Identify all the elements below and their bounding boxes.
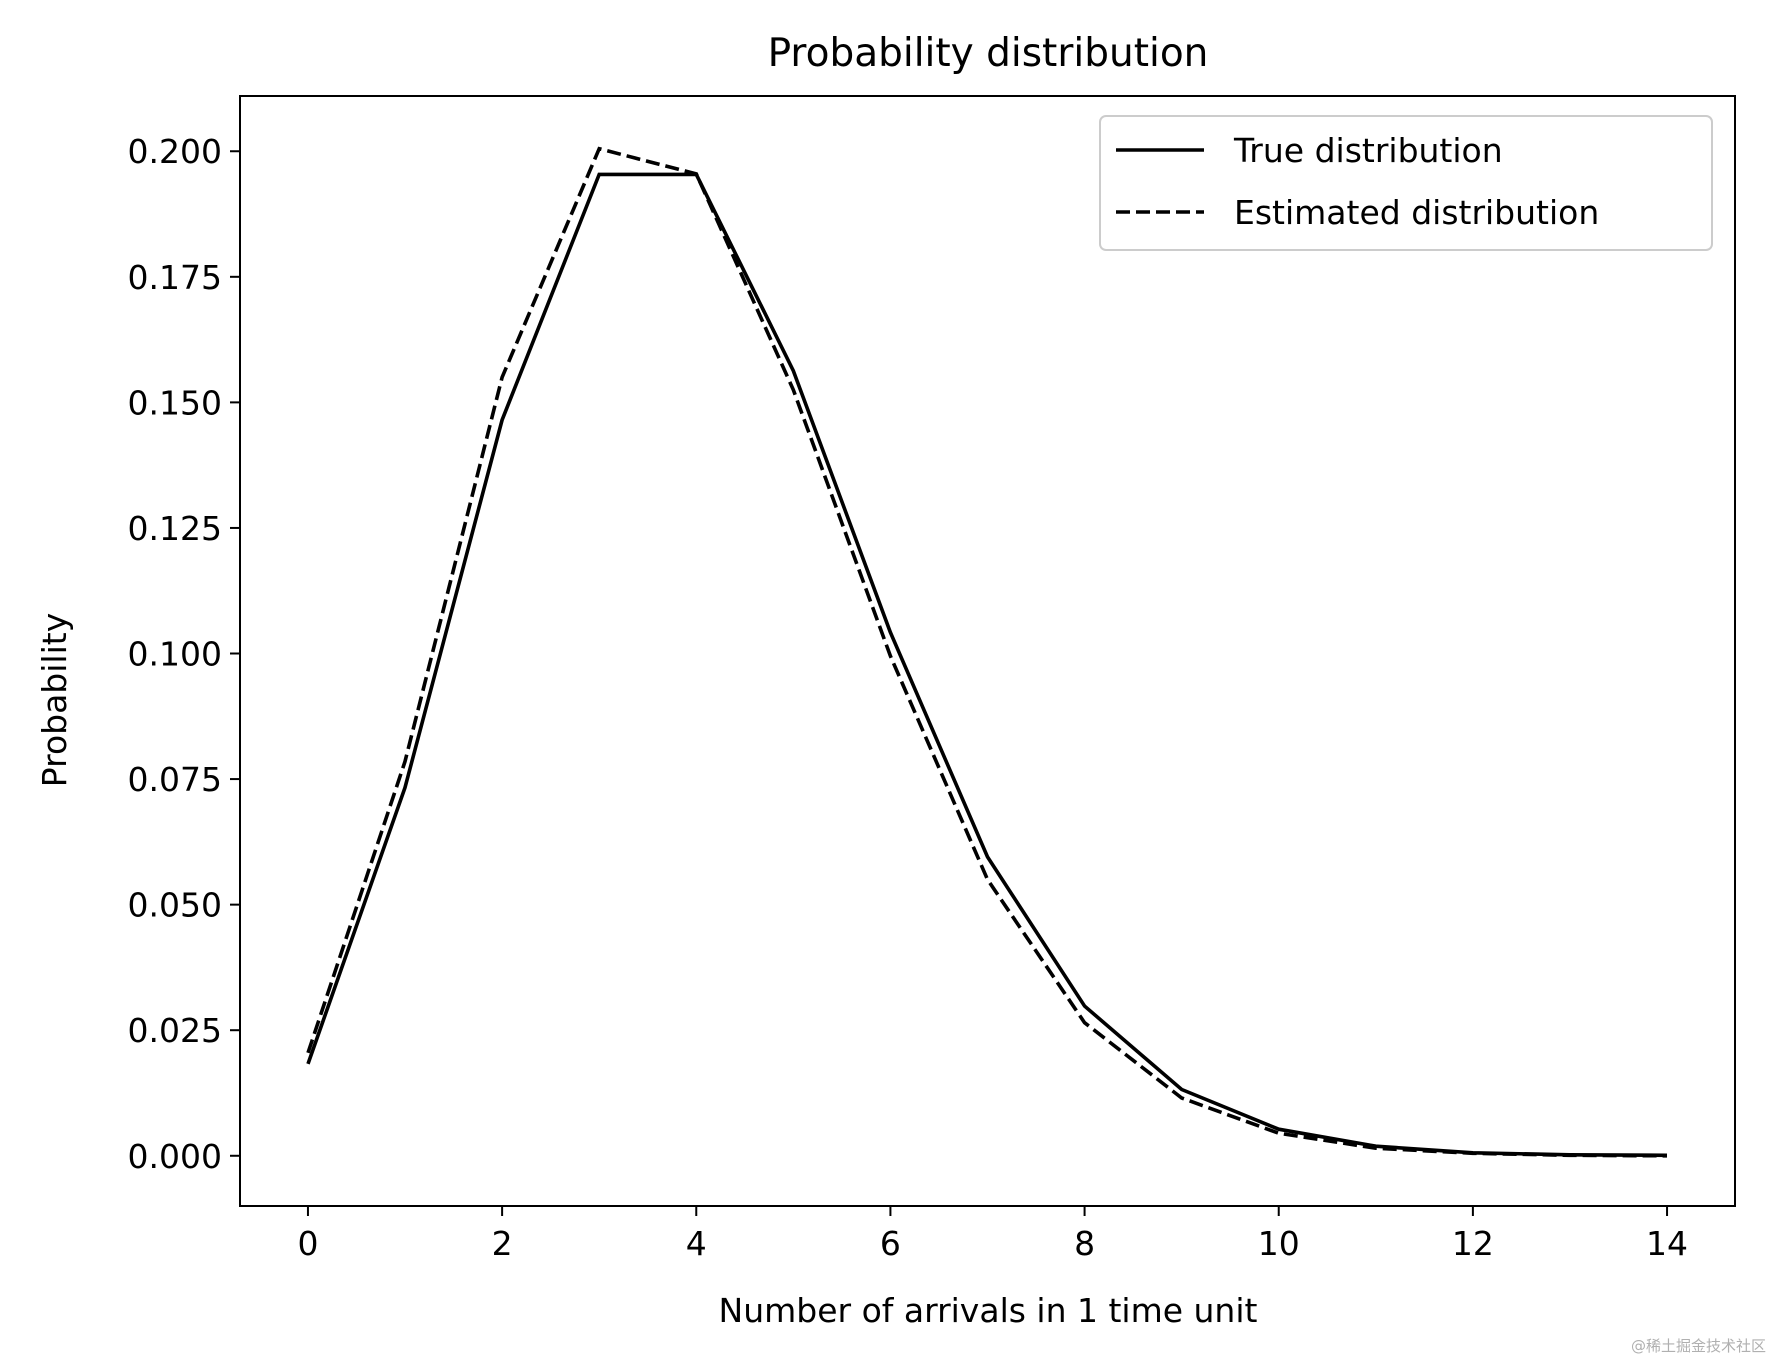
y-tick-label: 0.050 xyxy=(128,886,222,925)
y-tick-label: 0.125 xyxy=(128,509,222,548)
x-tick-label: 0 xyxy=(297,1224,318,1263)
x-tick-label: 6 xyxy=(880,1224,901,1263)
y-axis-label: Probability xyxy=(35,613,74,787)
x-tick-label: 4 xyxy=(686,1224,707,1263)
axes-frame xyxy=(239,95,1736,1207)
legend-label: Estimated distribution xyxy=(1234,193,1599,232)
legend-label: True distribution xyxy=(1233,131,1503,170)
x-tick-label: 14 xyxy=(1646,1224,1688,1263)
watermark: @稀土掘金技术社区 xyxy=(1630,1337,1766,1355)
plot-area: 0 2 4 6 8 10 12 14 0.000 0.025 0.050 0.075 0.100 0.12… xyxy=(128,95,1736,1263)
y-tick-label: 0.075 xyxy=(128,760,222,799)
x-axis-label: Number of arrivals in 1 time unit xyxy=(719,1291,1258,1330)
y-tick-label: 0.100 xyxy=(128,635,222,674)
y-tick-label: 0.150 xyxy=(128,383,222,422)
series-line-true xyxy=(306,172,1668,1158)
x-tick-label: 8 xyxy=(1074,1224,1095,1263)
y-tick-label: 0.175 xyxy=(128,258,222,297)
y-tick-label: 0.000 xyxy=(128,1137,222,1176)
y-tick-label: 0.200 xyxy=(128,132,222,171)
legend-box xyxy=(1099,115,1713,251)
x-tick-label: 12 xyxy=(1452,1224,1494,1263)
x-tick-label: 10 xyxy=(1258,1224,1300,1263)
x-tick-label: 2 xyxy=(492,1224,513,1263)
chart-title: Probability distribution xyxy=(768,31,1209,76)
series-line-estimated xyxy=(306,146,1668,1158)
y-tick-label: 0.025 xyxy=(128,1011,222,1050)
